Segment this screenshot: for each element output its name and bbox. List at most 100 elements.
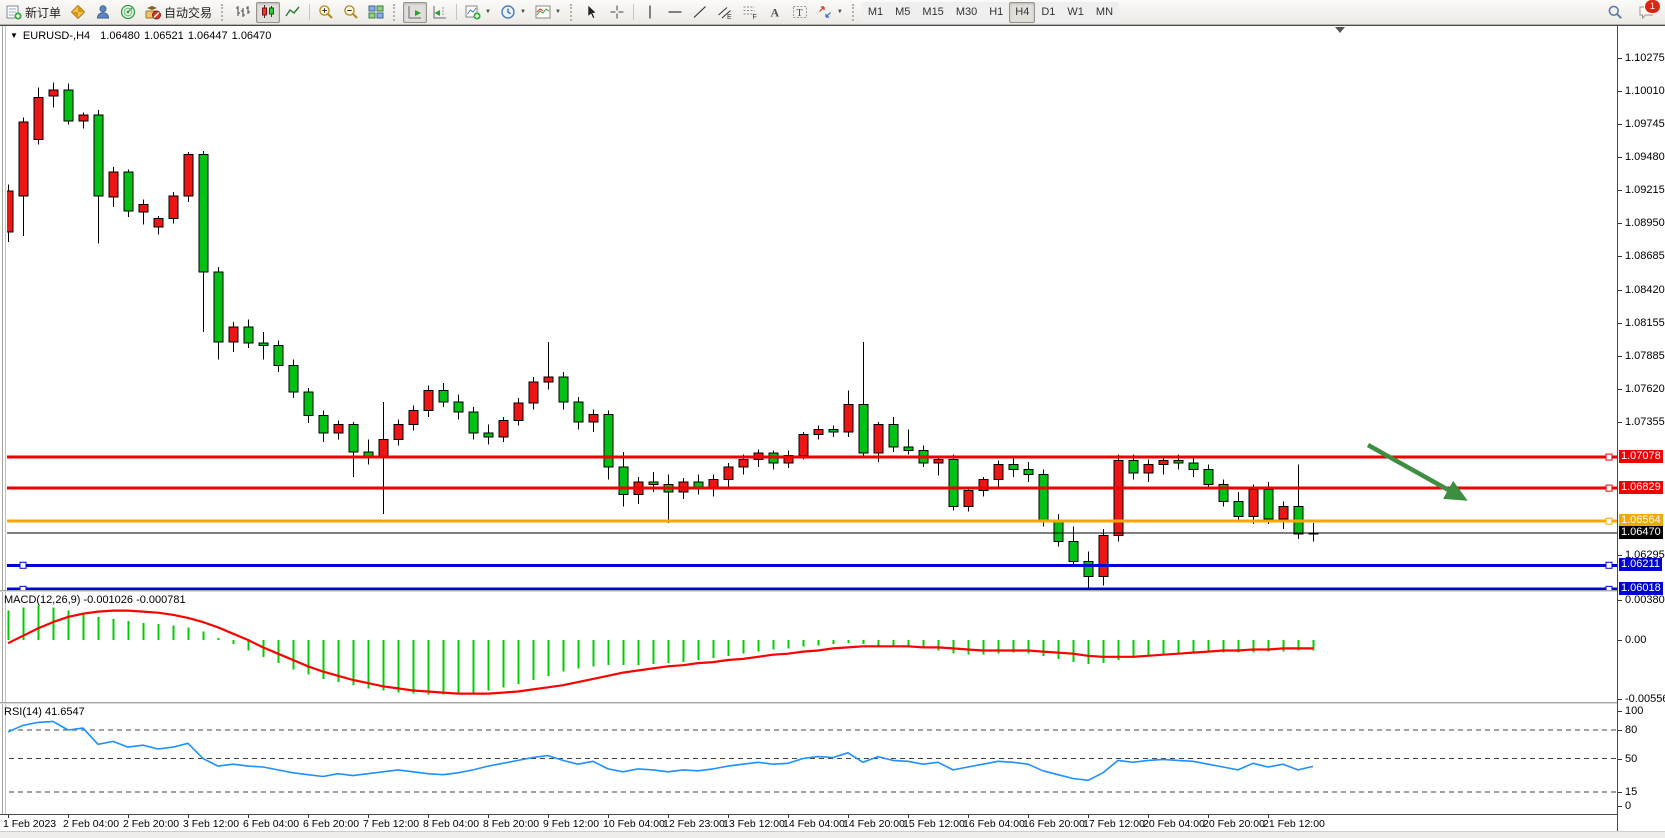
candle [1233,491,1244,522]
pane-separator[interactable] [0,590,1665,592]
chart-shift-marker-icon[interactable] [1335,27,1345,33]
time-axis[interactable]: 1 Feb 2023 2 Feb 04:00 2 Feb 20:00 3 Feb 12… [0,814,1665,831]
trend-arrow[interactable] [1366,443,1468,501]
timeframe-button-M30[interactable]: M30 [949,1,984,23]
candle [483,424,494,445]
candle [228,321,239,352]
line-handle[interactable] [19,561,27,569]
candle [183,152,194,203]
toolbar: 新订单 自动交易 [0,0,1665,25]
candle [123,169,134,218]
candle [528,376,539,410]
autoscroll-button[interactable] [403,1,428,23]
timeframe-button-M1[interactable]: M1 [861,1,890,23]
autotrading-button[interactable]: 自动交易 [141,2,216,23]
price-chart-svg[interactable] [0,26,1617,590]
price-line-tag[interactable]: 1.06564 [1619,514,1663,528]
rsi-pane[interactable]: RSI(14) 41.6547 [0,704,1617,814]
price-tick-label: 1.07885 [1625,350,1665,363]
timeframe-button-H1[interactable]: H1 [983,1,1010,23]
timeframe-button-D1[interactable]: D1 [1035,1,1062,23]
pane-separator[interactable] [0,702,1665,704]
templates-button[interactable]: ▼ [531,2,565,23]
text-label-icon: T [792,6,807,19]
ohlc-quote: 1.06480 1.06521 1.06447 1.06470 [100,30,272,42]
bar-chart-button[interactable] [231,2,255,23]
timeframe-button-H4[interactable]: H4 [1009,1,1036,23]
horizontal-line-icon [668,11,682,13]
fibonacci-tool-button[interactable]: F [738,2,762,23]
candle [1038,469,1049,527]
price-line-tag[interactable]: 1.06018 [1619,582,1663,596]
candle [318,410,329,442]
arrows-tool-button[interactable]: ▼ [813,2,847,23]
price-tick-label: 1.09480 [1625,151,1665,164]
candlestick-chart-button[interactable] [256,1,281,23]
timeframe-button-M5[interactable]: M5 [889,1,917,23]
collapse-triangle-icon[interactable]: ▼ [10,31,18,40]
zoom-in-button[interactable] [314,2,338,23]
channel-tool-button[interactable]: E [713,2,737,23]
candle [813,425,824,440]
chart-shift-button[interactable] [428,2,452,23]
candle [1083,551,1094,590]
line-handle[interactable] [1605,453,1613,461]
line-chart-button[interactable] [281,2,305,23]
text-label-tool-button[interactable]: T [788,2,812,23]
profiles-button[interactable] [91,2,115,23]
periods-button[interactable]: ▼ [496,2,530,23]
trendline-tool-button[interactable] [688,2,712,23]
timeframe-button-MN[interactable]: MN [1089,1,1120,23]
price-axis[interactable]: 1.10275 1.10010 1.09745 1.09480 1.09215 1.089… [1617,26,1665,831]
text-tool-button[interactable]: A [763,2,787,23]
timeframe-button-W1[interactable]: W1 [1061,1,1090,23]
vertical-line-tool-button[interactable] [638,2,662,23]
price-tick-label: 1.08155 [1625,316,1665,329]
market-watch-button[interactable] [66,2,90,23]
new-chart-button[interactable]: ▼ [461,2,495,23]
quotes-button[interactable] [116,2,140,23]
tile-windows-button[interactable] [364,2,388,23]
chart-shift-icon [433,6,447,19]
horizontal-line-tool-button[interactable] [663,2,687,23]
time-axis-tick [608,815,609,818]
candle [1203,464,1214,490]
autotrading-icon [145,6,162,20]
toolbar-grip [393,3,398,21]
time-axis-label: 17 Feb 12:00 [1083,818,1145,830]
price-tick-label: 1.09745 [1625,118,1665,131]
axis-tick-mark [1618,57,1622,59]
crosshair-button[interactable] [605,2,629,23]
rsi-chart-svg[interactable] [0,704,1617,814]
text-tool-icon: A [770,6,779,20]
time-axis-tick [308,815,309,818]
macd-tick-label: -0.005569 [1625,692,1665,705]
line-handle[interactable] [1605,561,1613,569]
current-price-tag[interactable]: 1.06470 [1619,525,1663,539]
line-handle[interactable] [1605,517,1613,525]
price-line-tag[interactable]: 1.07078 [1619,450,1663,464]
price-line-tag[interactable]: 1.06211 [1619,558,1662,572]
trendline-icon [693,6,706,18]
macd-pane[interactable]: MACD(12,26,9) -0.001026 -0.000781 [0,592,1617,702]
rsi-line [7,720,1314,782]
new-order-button[interactable]: 新订单 [2,2,65,23]
cursor-button[interactable] [580,2,604,23]
search-button[interactable] [1603,2,1627,23]
price-pane[interactable]: ▼ EURUSD-,H4 1.06480 1.06521 1.06447 1.064… [0,26,1617,590]
line-handle[interactable] [19,585,27,590]
timeframe-button-M15[interactable]: M15 [916,1,950,23]
candle [843,390,854,437]
line-handle[interactable] [1605,484,1613,492]
price-tick-label: 1.08685 [1625,250,1665,263]
line-handle[interactable] [1605,585,1613,590]
notifications-button[interactable]: 1 [1631,0,1661,23]
candle [963,486,974,512]
fibonacci-icon: F [743,6,757,20]
price-line-tag[interactable]: 1.06829 [1619,481,1663,495]
macd-chart-svg[interactable] [0,592,1617,702]
macd-tick-label: 0.003805 [1625,593,1665,606]
zoom-out-button[interactable] [339,2,363,23]
candle [408,405,419,431]
candle [993,460,1004,490]
